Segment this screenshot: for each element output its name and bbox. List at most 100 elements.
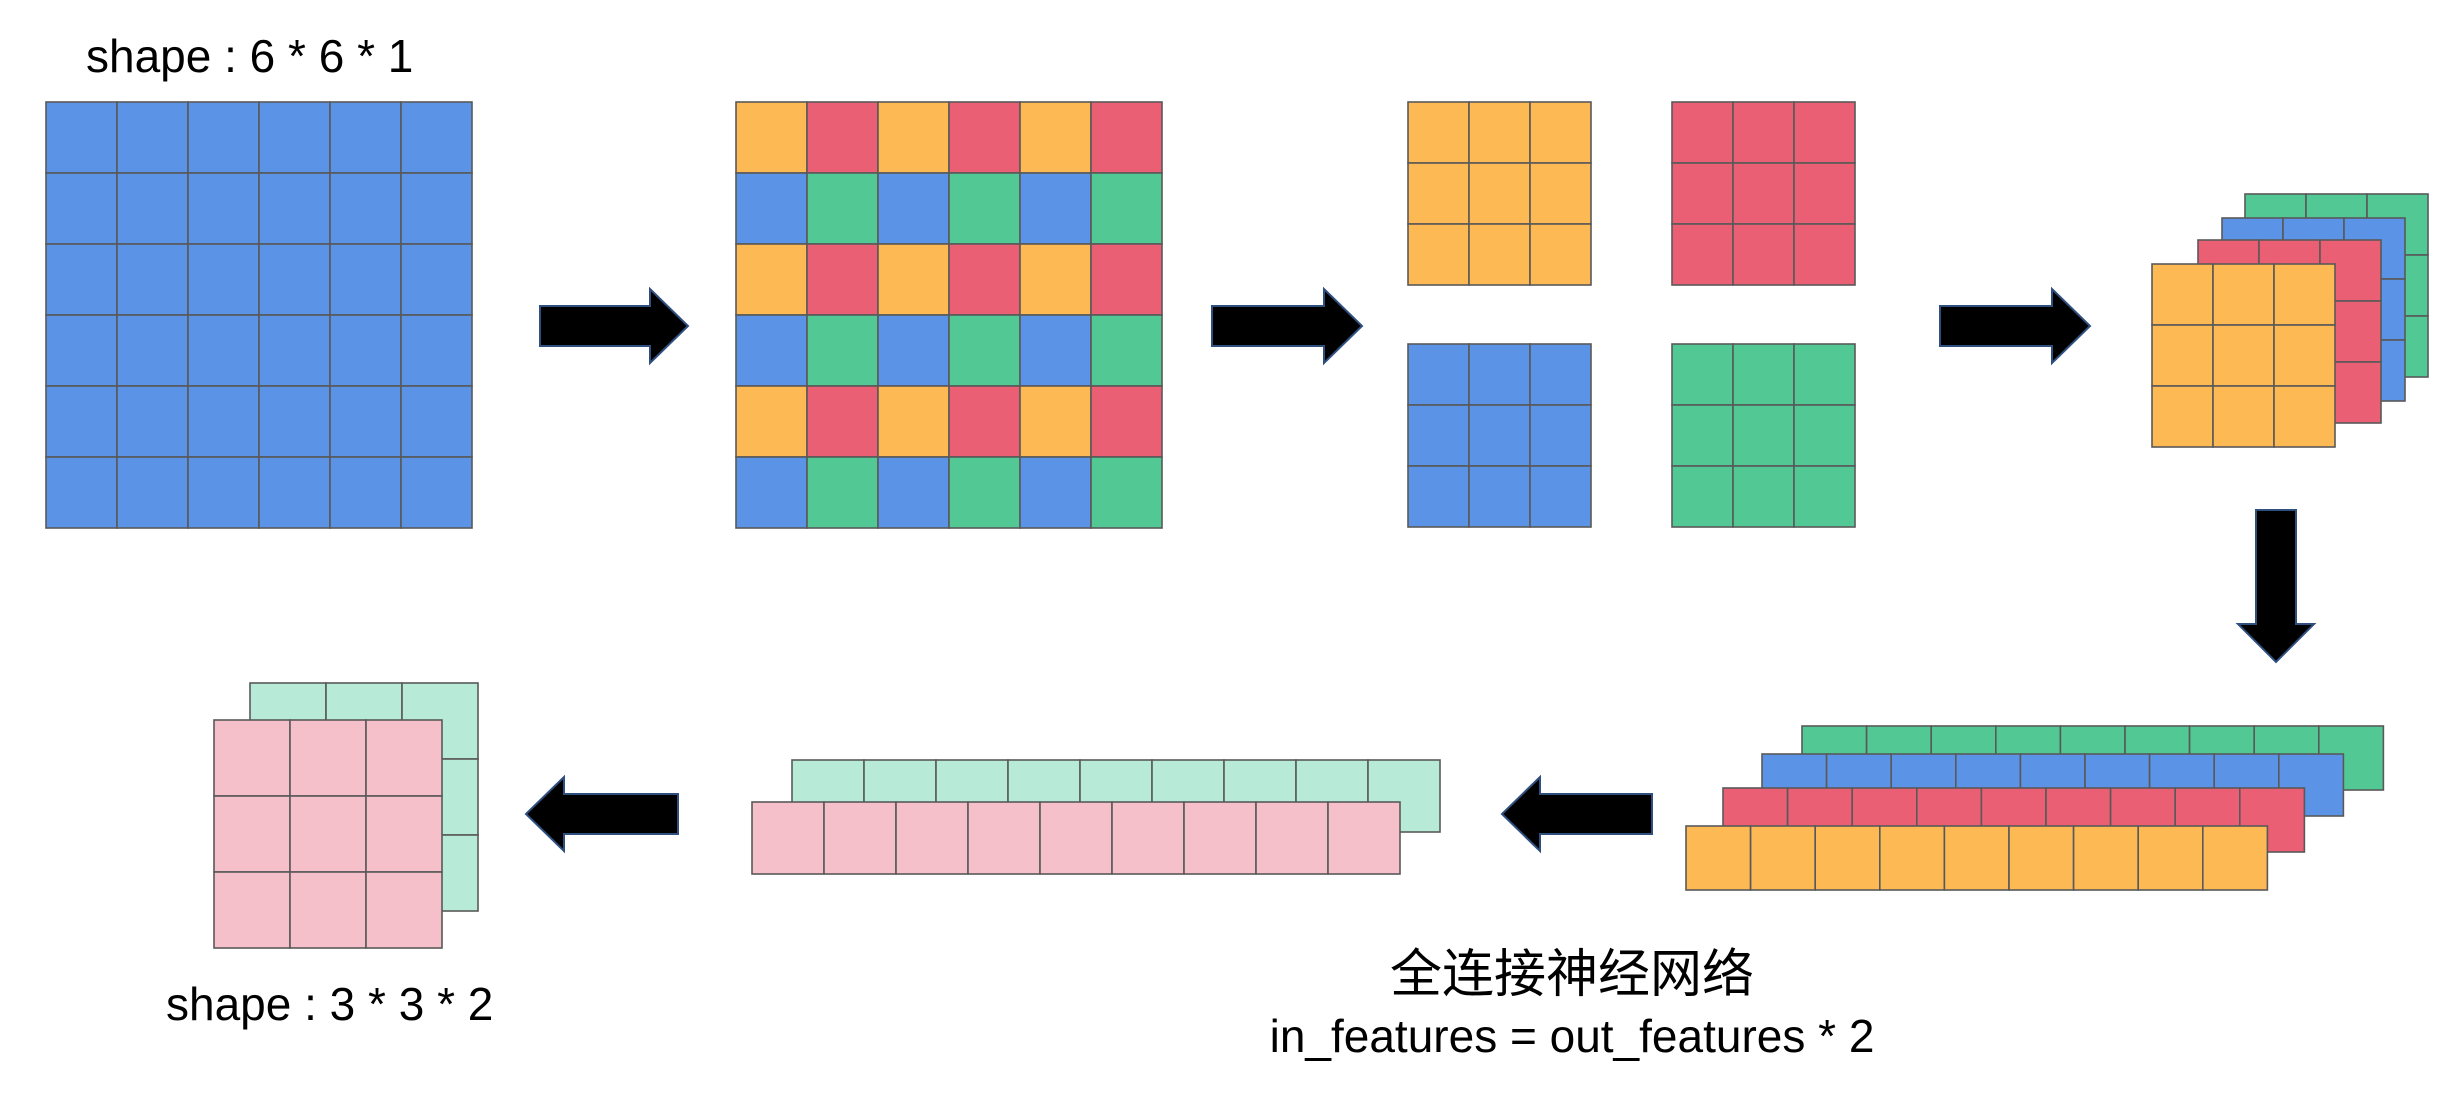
split-block-orange-cell bbox=[1468, 223, 1531, 286]
colored-grid-cell bbox=[735, 385, 808, 458]
colored-grid-cell bbox=[735, 172, 808, 245]
split-block-orange-cell bbox=[1529, 162, 1592, 225]
split-block-red-cell bbox=[1793, 101, 1856, 164]
flattened-vectors bbox=[1685, 725, 2385, 891]
split-block-blue-cell bbox=[1407, 465, 1470, 528]
input-grid-cell bbox=[329, 314, 402, 387]
stacked-block-orange-cell bbox=[2212, 324, 2275, 387]
input-grid-cell bbox=[45, 172, 118, 245]
stacked-block-orange-cell bbox=[2212, 263, 2275, 326]
fc-title-label: 全连接神经网络 bbox=[1390, 946, 1754, 1004]
colored-grid-cell bbox=[1090, 314, 1163, 387]
split-block-orange-cell bbox=[1407, 101, 1470, 164]
input-grid-cell bbox=[400, 314, 473, 387]
arrow-5-left bbox=[1500, 774, 1653, 854]
fc-output-pink-cell bbox=[1039, 801, 1113, 875]
fc-output-vectors bbox=[751, 759, 1441, 875]
input-grid-cell bbox=[116, 101, 189, 174]
split-block-blue bbox=[1407, 343, 1592, 528]
split-block-blue-cell bbox=[1468, 404, 1531, 467]
split-block-orange-cell bbox=[1407, 223, 1470, 286]
split-block-red-cell bbox=[1732, 162, 1795, 225]
input-grid-cell bbox=[45, 243, 118, 316]
colored-grid-cell bbox=[1090, 385, 1163, 458]
arrow-6-left bbox=[524, 774, 679, 854]
colored-grid-cell bbox=[948, 456, 1021, 529]
flat-vector-orange-cell bbox=[1814, 825, 1881, 891]
input-grid-cell bbox=[187, 101, 260, 174]
split-block-green-cell bbox=[1793, 343, 1856, 406]
flat-vector-orange-cell bbox=[1943, 825, 2010, 891]
split-block-blue-cell bbox=[1529, 404, 1592, 467]
stacked-block-orange-cell bbox=[2151, 324, 2214, 387]
colored-grid-cell bbox=[1090, 456, 1163, 529]
split-block-green-cell bbox=[1732, 404, 1795, 467]
input-grid-cell bbox=[187, 243, 260, 316]
colored-grid-cell bbox=[1019, 101, 1092, 174]
input-grid-cell bbox=[187, 172, 260, 245]
flat-vector-orange-cell bbox=[2072, 825, 2140, 891]
flat-vector-orange-cell bbox=[2202, 825, 2269, 891]
colored-grid-cell bbox=[877, 101, 950, 174]
input-grid-cell bbox=[187, 314, 260, 387]
split-block-green-cell bbox=[1671, 343, 1734, 406]
split-block-red-cell bbox=[1732, 223, 1795, 286]
output-block-pink-cell bbox=[213, 871, 291, 949]
input-grid-cell bbox=[116, 456, 189, 529]
input-grid-cell bbox=[258, 385, 331, 458]
flat-vector-orange bbox=[1685, 825, 2269, 891]
stacked-block-orange bbox=[2151, 263, 2336, 448]
stacked-block-orange-cell bbox=[2273, 324, 2336, 387]
colored-grid-cell bbox=[806, 385, 879, 458]
flat-vector-orange-cell bbox=[1879, 825, 1946, 891]
colored-grid-cell bbox=[877, 314, 950, 387]
input-grid-6x6 bbox=[45, 101, 473, 529]
input-grid-cell bbox=[258, 314, 331, 387]
split-block-orange-cell bbox=[1407, 162, 1470, 225]
colored-grid-cell bbox=[735, 314, 808, 387]
fc-output-pink-cell bbox=[751, 801, 825, 875]
input-grid-cell bbox=[258, 101, 331, 174]
split-block-red-cell bbox=[1671, 162, 1734, 225]
input-grid-cell bbox=[116, 243, 189, 316]
input-grid-cell bbox=[45, 456, 118, 529]
colored-grid-cell bbox=[1019, 456, 1092, 529]
colored-grid-cell bbox=[1090, 243, 1163, 316]
input-grid-cell bbox=[329, 385, 402, 458]
split-block-blue-cell bbox=[1407, 404, 1470, 467]
output-block-pink-cell bbox=[213, 719, 291, 797]
colored-grid-cell bbox=[948, 385, 1021, 458]
fc-output-pink-cell bbox=[1327, 801, 1401, 875]
split-block-orange bbox=[1407, 101, 1592, 286]
input-grid-cell bbox=[45, 314, 118, 387]
colored-grid-6x6 bbox=[735, 101, 1163, 529]
fc-formula-label: in_features = out_features * 2 bbox=[1270, 1010, 1875, 1062]
arrow-1-right bbox=[539, 286, 690, 366]
stacked-block-orange-cell bbox=[2151, 263, 2214, 326]
split-block-blue-cell bbox=[1529, 343, 1592, 406]
output-block-pink-cell bbox=[289, 795, 367, 873]
split-block-blue-cell bbox=[1529, 465, 1592, 528]
stacked-block-orange-cell bbox=[2212, 385, 2275, 448]
colored-grid-cell bbox=[735, 456, 808, 529]
arrow-3-right bbox=[1939, 286, 2092, 366]
input-grid-cell bbox=[329, 172, 402, 245]
flat-vector-orange-cell bbox=[2137, 825, 2204, 891]
split-block-red bbox=[1671, 101, 1856, 286]
flat-vector-orange-cell bbox=[1685, 825, 1752, 891]
split-blocks bbox=[1407, 101, 1856, 528]
arrow-4-down bbox=[2235, 509, 2317, 664]
split-block-orange-cell bbox=[1468, 162, 1531, 225]
colored-grid-cell bbox=[948, 243, 1021, 316]
output-block-pink-cell bbox=[365, 795, 443, 873]
split-block-orange-cell bbox=[1529, 101, 1592, 164]
input-grid-cell bbox=[116, 385, 189, 458]
input-grid-cell bbox=[187, 456, 260, 529]
input-grid-cell bbox=[400, 385, 473, 458]
colored-grid-cell bbox=[806, 101, 879, 174]
colored-grid-cell bbox=[806, 172, 879, 245]
stacked-block-orange-cell bbox=[2151, 385, 2214, 448]
output-block-pink-cell bbox=[289, 719, 367, 797]
fc-output-pink-cell bbox=[895, 801, 969, 875]
